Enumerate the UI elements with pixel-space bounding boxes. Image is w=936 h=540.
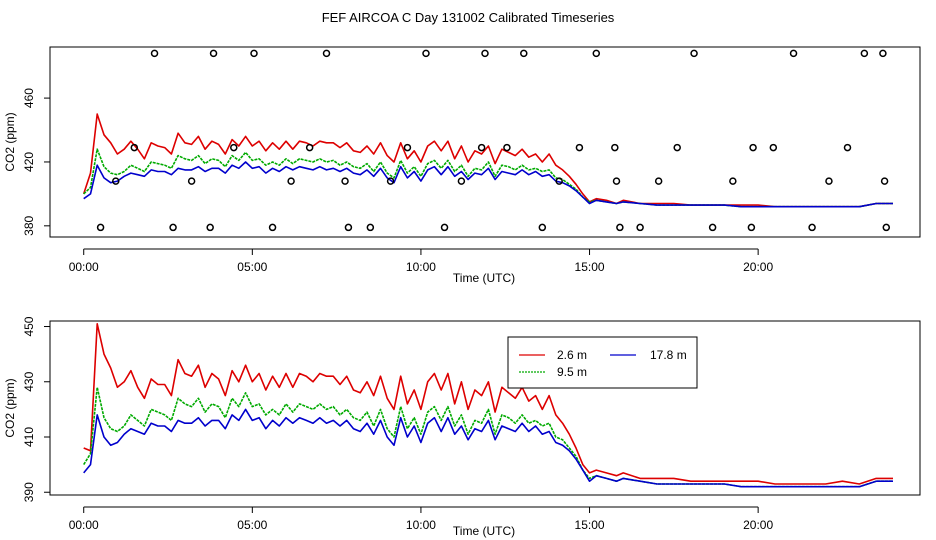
top-panel: 380 420 460 00:00 05:00 10:00 15:00 20:00 Time…: [3, 46, 921, 285]
scatter-point: [636, 223, 644, 232]
scatter-point: [481, 49, 489, 58]
bottom-x-axis-label: Time (UTC): [453, 524, 515, 538]
top-x-axis: 00:00 05:00 10:00 15:00 20:00: [69, 248, 773, 274]
scatter-point: [592, 49, 601, 58]
scatter-point: [612, 177, 621, 185]
scatter-point: [403, 143, 412, 152]
scatter-point: [611, 143, 619, 152]
top-x-tick-label: 15:00: [575, 260, 605, 274]
scatter-point: [440, 223, 449, 232]
bottom-series-9-5-m: [83, 386, 893, 488]
legend-label-2-6m: 2.6 m: [557, 348, 587, 362]
scatter-point: [879, 49, 887, 58]
top-series-group: [82, 113, 893, 208]
scatter-point: [187, 177, 196, 185]
scatter-point: [673, 143, 681, 152]
scatter-point: [250, 49, 258, 58]
scatter-point: [130, 143, 139, 152]
scatter-point: [690, 49, 698, 58]
scatter-point: [575, 143, 584, 152]
scatter-point: [366, 223, 375, 232]
bottom-y-tick-label: 430: [22, 371, 36, 391]
scatter-point: [729, 177, 737, 185]
top-y-tick-label: 420: [22, 152, 36, 172]
scatter-point: [843, 143, 852, 152]
scatter-point: [344, 223, 353, 232]
top-x-tick-label: 00:00: [69, 260, 99, 274]
bottom-x-axis: 00:00 05:00 10:00 15:00 20:00: [69, 506, 773, 532]
scatter-point: [457, 177, 466, 185]
scatter-point: [305, 143, 314, 152]
scatter-point: [555, 177, 563, 185]
scatter-point: [112, 177, 120, 185]
top-series-9-5-m: [83, 148, 893, 208]
scatter-point: [520, 49, 528, 58]
bottom-plot-frame: [49, 320, 921, 496]
top-series-17-8-m: [83, 161, 893, 208]
bottom-x-tick-label: 10:00: [406, 518, 436, 532]
scatter-point: [538, 223, 547, 232]
top-series-2-6-m: [82, 113, 893, 208]
scatter-point: [747, 223, 756, 232]
scatter-point: [341, 177, 349, 185]
scatter-point: [654, 177, 663, 185]
scatter-point: [230, 143, 238, 152]
top-scatter-points: [96, 49, 891, 232]
bottom-y-tick-label: 390: [22, 482, 36, 502]
legend-label-17-8m: 17.8 m: [650, 348, 687, 362]
top-x-tick-label: 20:00: [743, 260, 773, 274]
bottom-x-tick-label: 15:00: [575, 518, 605, 532]
bottom-series-2-6-m: [83, 322, 893, 485]
top-y-axis-label: CO2 (ppm): [3, 112, 17, 171]
top-y-axis: 380 420 460: [22, 88, 51, 236]
scatter-point: [769, 143, 778, 152]
bottom-x-tick-label: 05:00: [237, 518, 267, 532]
bottom-series-group: [83, 322, 893, 488]
bottom-y-axis: 390 410 430 450: [22, 316, 51, 502]
scatter-point: [287, 177, 295, 185]
scatter-point: [880, 177, 889, 185]
scatter-point: [209, 49, 218, 58]
scatter-point: [882, 223, 891, 232]
scatter-point: [169, 223, 177, 232]
legend: 2.6 m 9.5 m 17.8 m: [507, 336, 698, 389]
top-y-tick-label: 380: [22, 215, 36, 235]
top-x-tick-label: 10:00: [406, 260, 436, 274]
scatter-point: [503, 143, 511, 152]
bottom-y-axis-label: CO2 (ppm): [3, 378, 17, 437]
legend-label-9-5m: 9.5 m: [557, 365, 587, 379]
top-x-tick-label: 05:00: [237, 260, 267, 274]
top-x-axis-label: Time (UTC): [453, 271, 515, 285]
bottom-series-17-8-m: [83, 408, 893, 488]
scatter-point: [808, 223, 816, 232]
bottom-x-tick-label: 20:00: [743, 518, 773, 532]
top-y-tick-label: 460: [22, 88, 36, 108]
bottom-y-tick-label: 410: [22, 427, 36, 447]
scatter-point: [708, 223, 717, 232]
scatter-point: [616, 223, 624, 232]
scatter-point: [860, 49, 869, 58]
scatter-point: [206, 223, 214, 232]
scatter-point: [422, 49, 430, 58]
scatter-point: [749, 143, 757, 152]
scatter-point: [96, 223, 105, 232]
legend-box: [507, 336, 698, 389]
bottom-panel: 390 410 430 450 00:00 05:00 10:00 15:00 20:00 T…: [3, 316, 921, 538]
scatter-point: [268, 223, 277, 232]
scatter-point: [477, 143, 486, 152]
scatter-point: [322, 49, 331, 58]
scatter-point: [789, 49, 798, 58]
scatter-point: [150, 49, 159, 58]
top-plot-frame: [49, 46, 921, 238]
bottom-y-tick-label: 450: [22, 316, 36, 336]
figure-title: FEF AIRCOA C Day 131002 Calibrated Times…: [322, 10, 615, 25]
bottom-x-tick-label: 00:00: [69, 518, 99, 532]
scatter-point: [825, 177, 833, 185]
scatter-point: [386, 177, 395, 185]
